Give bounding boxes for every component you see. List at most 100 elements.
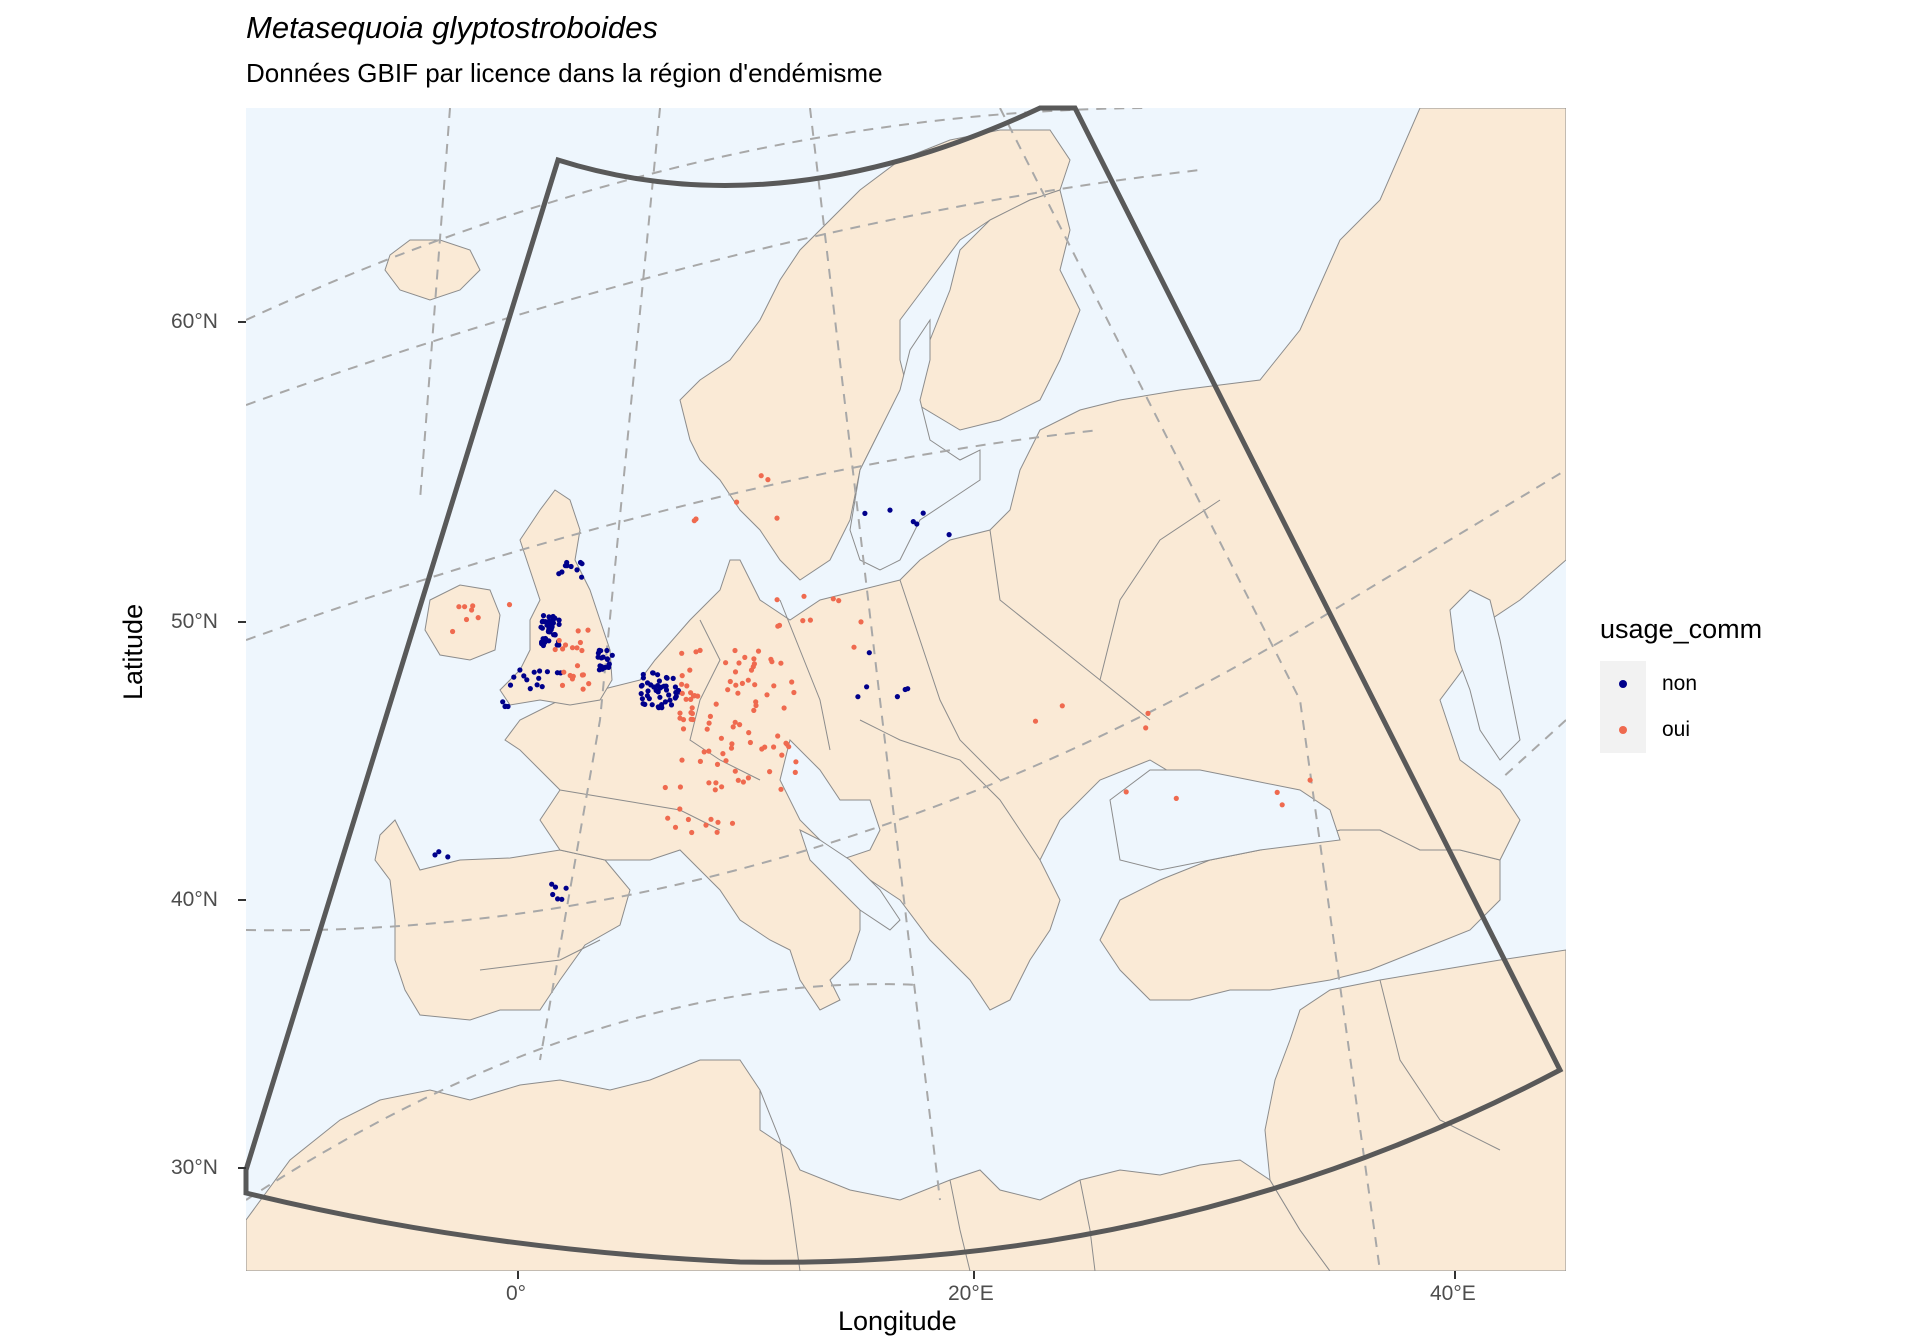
occurrence-point-oui (462, 604, 468, 610)
occurrence-point-non (609, 652, 615, 658)
occurrence-point-non (563, 885, 569, 891)
occurrence-point-non (642, 701, 648, 708)
occurrence-point-non (537, 668, 543, 674)
occurrence-point-oui (779, 752, 785, 758)
occurrence-point-non (562, 563, 569, 569)
occurrence-point-oui (577, 639, 584, 646)
x-tick-0: 0° (506, 1282, 527, 1305)
occurrence-point-oui (562, 642, 569, 648)
occurrence-point-oui (552, 646, 558, 653)
occurrence-point-oui (1123, 789, 1129, 795)
occurrence-point-non (862, 510, 868, 516)
occurrence-point-oui (764, 692, 770, 698)
occurrence-point-oui (800, 618, 806, 624)
occurrence-point-non (555, 896, 561, 902)
occurrence-point-oui (732, 768, 738, 774)
occurrence-point-oui (745, 775, 752, 781)
occurrence-point-oui (742, 654, 748, 661)
occurrence-point-non (864, 684, 870, 690)
occurrence-point-non (646, 696, 652, 702)
occurrence-point-oui (1307, 777, 1313, 783)
occurrence-point-oui (723, 758, 729, 764)
occurrence-point-oui (560, 646, 566, 652)
occurrence-point-non (672, 695, 678, 701)
occurrence-point-non (552, 884, 559, 890)
occurrence-point-non (668, 702, 675, 708)
adriatic-sea (799, 829, 901, 931)
occurrence-point-non (638, 691, 644, 697)
occurrence-point-non (855, 694, 861, 700)
occurrence-point-oui (736, 660, 742, 666)
legend-key-non (1600, 661, 1646, 707)
map-layers (246, 108, 1566, 1271)
occurrence-point-oui (778, 660, 784, 666)
land-levant (1264, 949, 1566, 1271)
country-borders (479, 499, 1501, 1271)
occurrence-point-oui (689, 829, 695, 836)
occurrence-point-non (544, 669, 551, 675)
occurrence-point-non (552, 615, 558, 621)
occurrence-point-non (894, 694, 901, 700)
occurrence-point-oui (586, 681, 592, 687)
occurrence-point-oui (775, 733, 781, 739)
occurrence-point-non (503, 703, 509, 709)
occurrence-point-oui (701, 749, 707, 755)
occurrence-point-non (577, 559, 584, 566)
occurrence-point-oui (704, 726, 710, 732)
occurrence-point-non (546, 614, 552, 620)
occurrence-point-non (640, 675, 647, 681)
y-axis-title: Latitude (118, 603, 148, 700)
occurrence-point-non (574, 567, 580, 573)
occurrence-point-non (887, 507, 893, 513)
occurrence-point-non (649, 702, 655, 708)
occurrence-point-oui (707, 713, 714, 720)
occurrence-point-non (604, 656, 611, 663)
occurrence-point-non (507, 682, 514, 688)
land-ireland (424, 584, 501, 661)
occurrence-point-non (596, 647, 602, 654)
occurrence-point-oui (714, 829, 720, 835)
occurrence-point-oui (450, 628, 456, 635)
occurrence-point-oui (703, 822, 709, 828)
occurrence-point-non (667, 697, 673, 703)
occurrence-point-non (554, 670, 561, 676)
occurrence-point-oui (729, 741, 735, 747)
occurrence-point-oui (688, 716, 694, 722)
occurrence-point-non (664, 675, 670, 681)
occurrence-point-oui (725, 687, 731, 693)
occurrence-point-oui (801, 593, 807, 599)
occurrence-point-oui (688, 710, 694, 716)
occurrence-point-oui (585, 627, 591, 633)
occurrence-point-oui (755, 648, 762, 654)
occurrence-point-oui (783, 740, 789, 746)
occurrence-point-oui (858, 619, 864, 625)
occurrence-point-non (542, 619, 548, 625)
occurrence-point-non (539, 684, 545, 690)
occurrence-point-non (542, 635, 549, 642)
occurrence-point-oui (580, 686, 586, 692)
occurrence-point-oui (728, 745, 735, 751)
occurrence-point-oui (697, 758, 704, 765)
occurrence-point-non (534, 682, 540, 688)
occurrence-point-oui (765, 477, 771, 483)
occurrence-point-oui (706, 720, 712, 726)
occurrence-point-non (524, 677, 530, 683)
occurrence-point-non (549, 881, 555, 887)
occurrence-point-oui (687, 667, 693, 673)
occurrence-point-oui (679, 757, 685, 763)
occurrence-point-oui (729, 820, 736, 826)
occurrence-point-non (517, 667, 523, 673)
black-sea (1109, 769, 1341, 871)
occurrence-point-oui (851, 644, 857, 650)
occurrence-point-non (656, 678, 663, 684)
occurrence-point-oui (836, 598, 842, 604)
occurrence-point-non (946, 532, 952, 538)
occurrence-point-oui (679, 690, 685, 697)
occurrence-point-oui (713, 780, 719, 786)
occurrence-point-non (670, 675, 676, 682)
occurrence-point-oui (470, 603, 476, 609)
land-iceland (384, 239, 481, 301)
occurrence-point-oui (469, 607, 475, 613)
occurrence-point-non (445, 854, 451, 860)
